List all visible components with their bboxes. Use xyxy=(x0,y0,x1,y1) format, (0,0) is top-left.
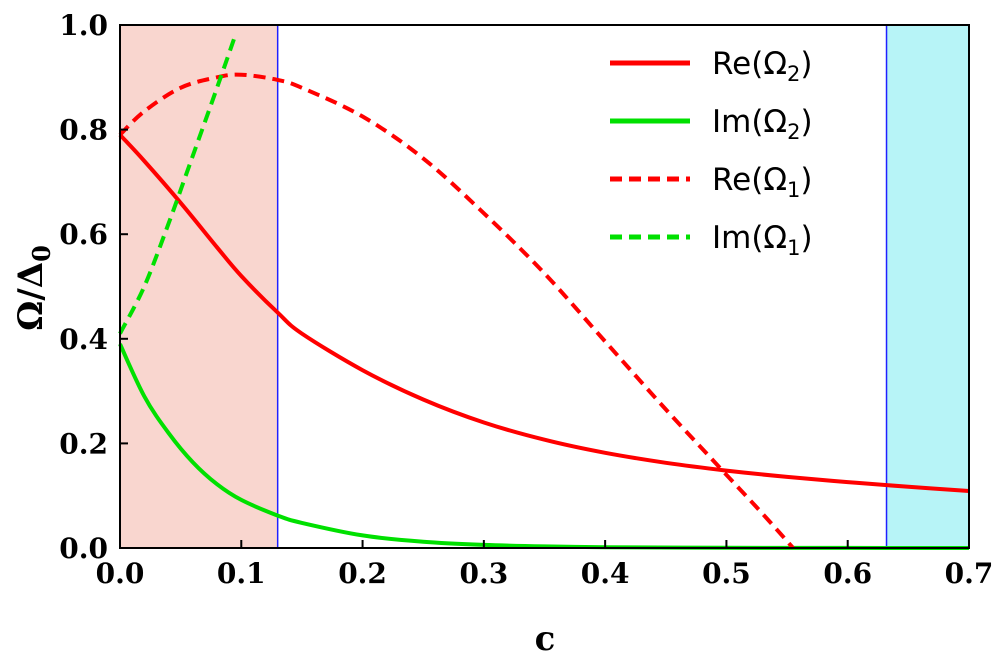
y-tick-label: 0.4 xyxy=(59,323,108,356)
region-right xyxy=(885,24,970,549)
y-tick-label: 0.8 xyxy=(59,114,108,147)
y-tick-label: 1.0 xyxy=(59,9,108,42)
shaded-regions xyxy=(119,24,970,549)
y-axis-label-main: Ω/Δ xyxy=(11,262,51,331)
series-line-3 xyxy=(118,72,795,550)
legend-label-2: Im(Ω2) xyxy=(712,104,813,144)
x-tick-label: 0.7 xyxy=(945,557,994,590)
x-tick-label: 0.4 xyxy=(581,557,630,590)
series-line-4 xyxy=(118,34,238,335)
x-axis-label: c xyxy=(535,619,556,659)
legend-label-3: Re(Ω1) xyxy=(712,162,813,202)
y-axis-label-sub: 0 xyxy=(27,245,56,262)
plot-frame xyxy=(119,24,970,549)
x-tick-label: 0.2 xyxy=(338,557,387,590)
y-tick-label: 0.0 xyxy=(59,532,108,565)
legend-label-1: Re(Ω2) xyxy=(712,46,813,86)
x-tick-label: 0.5 xyxy=(702,557,751,590)
x-tick-label: 0.1 xyxy=(217,557,266,590)
y-tick-label: 0.6 xyxy=(59,218,108,251)
x-tick-label: 0.3 xyxy=(459,557,508,590)
x-tick-label: 0.0 xyxy=(96,557,145,590)
legend: Re(Ω2) Im(Ω2) Re(Ω1) Im(Ω1) xyxy=(610,46,813,260)
y-tick-label: 0.2 xyxy=(59,427,108,460)
series-line-1 xyxy=(118,133,970,493)
y-axis-label: Ω/Δ0 xyxy=(11,245,56,331)
x-axis-ticks: 0.0 0.1 0.2 0.3 0.4 0.5 0.6 0.7 xyxy=(96,540,994,590)
legend-label-4: Im(Ω1) xyxy=(712,220,813,260)
y-axis-ticks: 0.0 0.2 0.4 0.6 0.8 1.0 xyxy=(59,9,128,565)
x-tick-label: 0.6 xyxy=(823,557,872,590)
